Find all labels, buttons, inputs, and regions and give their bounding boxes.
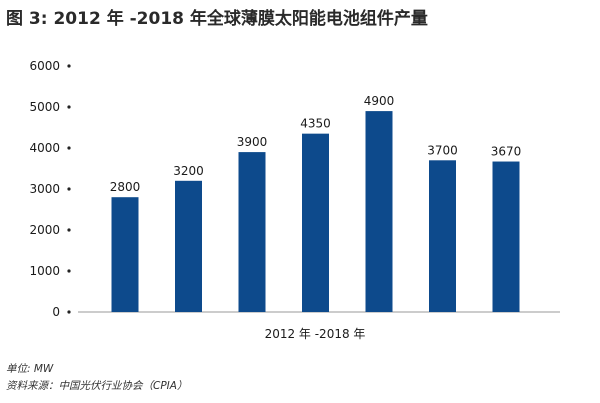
bars-group: [111, 111, 520, 312]
y-tick-label: 2000: [29, 223, 60, 237]
data-label-2015: 4350: [300, 117, 331, 131]
bar-2016: [365, 111, 393, 312]
data-label-2018: 3670: [491, 145, 522, 159]
bar-2018: [492, 161, 520, 312]
y-tick-mark: [67, 187, 71, 191]
bar-2012: [111, 197, 139, 312]
bar-2017: [429, 160, 456, 312]
x-axis-label: 2012 年 -2018 年: [265, 327, 366, 341]
data-label-2016: 4900: [364, 94, 395, 108]
unit-note: 单位: MW: [6, 363, 54, 375]
data-label-2017: 3700: [427, 143, 458, 157]
data-label-2014: 3900: [237, 135, 268, 149]
y-tick-label: 5000: [29, 100, 60, 114]
y-tick-label: 0: [52, 305, 60, 319]
y-tick-label: 1000: [29, 264, 60, 278]
bar-2015: [302, 133, 329, 312]
y-tick-mark: [67, 310, 71, 314]
bar-2014: [238, 152, 266, 312]
bar-2013: [175, 180, 202, 312]
data-label-2012: 2800: [110, 180, 141, 194]
y-tick-mark: [67, 105, 71, 109]
data-labels-group: 2800 3200 3900 4350 4900 3700 3670: [110, 94, 522, 194]
y-tick-mark: [67, 269, 71, 273]
y-tick-label: 6000: [29, 59, 60, 73]
y-tick-label: 4000: [29, 141, 60, 155]
source-note: 资料来源：中国光伏行业协会（CPIA）: [6, 380, 187, 392]
y-axis: 0 1000 2000 3000 4000 5000 6000: [29, 59, 71, 319]
y-tick-mark: [67, 228, 71, 232]
data-label-2013: 3200: [173, 164, 204, 178]
chart-title: 图 3: 2012 年 -2018 年全球薄膜太阳能电池组件产量: [6, 8, 428, 29]
y-tick-label: 3000: [29, 182, 60, 196]
y-tick-mark: [67, 146, 71, 150]
y-tick-mark: [67, 64, 71, 68]
